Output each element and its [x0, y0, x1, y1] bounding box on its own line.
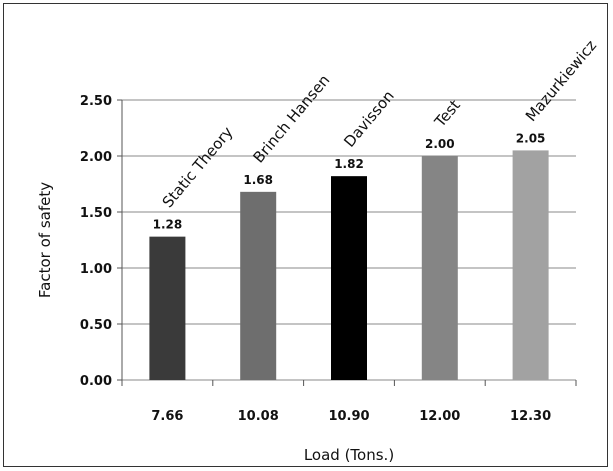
y-axis-label: Factor of safety [36, 182, 54, 298]
x-tick-label: 12.00 [419, 409, 460, 424]
method-label: Static Theory [159, 123, 237, 211]
data-label: 1.28 [153, 218, 183, 232]
data-labels: 1.28 1.68 1.82 2.00 2.05 [153, 131, 546, 231]
data-label: 1.68 [243, 173, 273, 187]
method-label: Davisson [340, 87, 398, 151]
y-tick-label: 1.00 [80, 262, 112, 277]
bars [149, 150, 549, 380]
x-tick-label: 12.30 [510, 409, 551, 424]
bar [421, 156, 458, 380]
y-tick-label: 0.50 [80, 318, 112, 333]
bar [149, 236, 186, 380]
x-axis: 7.66 10.08 10.90 12.00 12.30 [121, 380, 577, 424]
bar [331, 176, 367, 380]
method-label: Test [430, 96, 463, 131]
data-label: 2.00 [425, 137, 455, 151]
gridlines [122, 99, 576, 381]
method-label: Mazurkiewicz [522, 36, 600, 125]
y-tick-label: 2.50 [80, 94, 112, 109]
method-label: Brinch Hansen [249, 71, 333, 166]
y-tick-label: 2.00 [80, 150, 112, 165]
x-axis-label: Load (Tons.) [304, 446, 394, 464]
x-tick-label: 7.66 [151, 409, 183, 424]
y-tick-label: 1.50 [80, 206, 112, 221]
data-label: 1.82 [334, 157, 364, 171]
y-tick-label: 0.00 [80, 374, 112, 389]
chart-frame [3, 3, 608, 467]
bar [240, 191, 277, 380]
x-tick-label: 10.08 [238, 409, 279, 424]
x-tick-label: 10.90 [328, 409, 369, 424]
data-label: 2.05 [516, 131, 546, 145]
bar [512, 150, 549, 380]
y-axis: 0.00 0.50 1.00 1.50 2.00 2.50 [80, 94, 123, 389]
